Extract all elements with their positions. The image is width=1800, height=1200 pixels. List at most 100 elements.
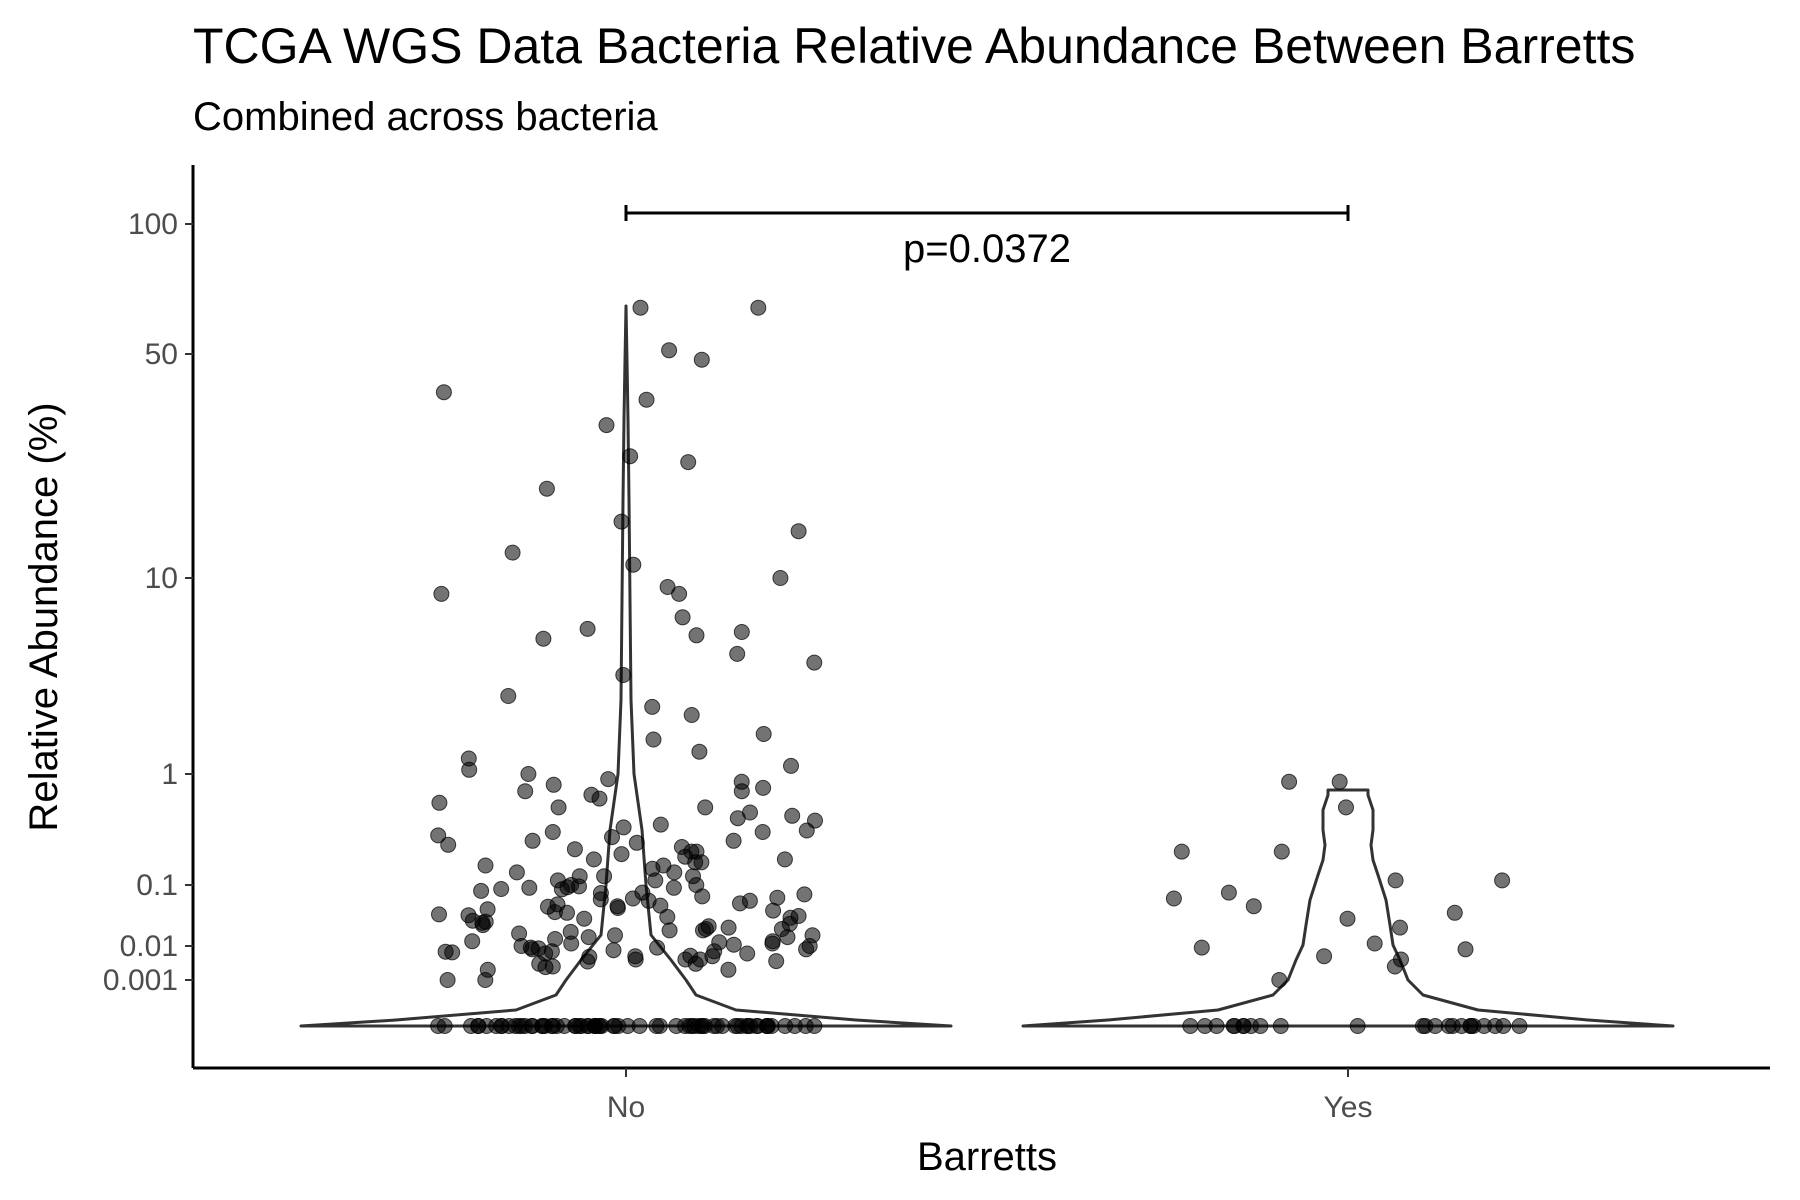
data-point: [430, 827, 447, 844]
data-point: [524, 832, 541, 849]
data-point: [544, 824, 561, 840]
data-point: [1366, 935, 1383, 952]
data-point: [580, 929, 597, 946]
data-point: [521, 879, 538, 896]
data-point: [500, 688, 517, 704]
data-point: [645, 731, 662, 748]
data-point: [661, 922, 678, 939]
data-point: [598, 417, 615, 434]
data-point: [720, 919, 737, 936]
data-point: [632, 299, 649, 316]
data-point: [694, 888, 711, 905]
data-point: [559, 879, 576, 896]
data-point: [733, 783, 750, 800]
y-tick-label: 1: [161, 758, 178, 791]
data-point: [440, 836, 457, 853]
data-point: [720, 961, 737, 978]
data-point: [764, 935, 781, 952]
data-point: [652, 816, 669, 833]
data-point: [711, 934, 728, 951]
data-point: [585, 851, 602, 868]
data-point: [783, 757, 799, 774]
data-point: [644, 698, 661, 715]
data-point: [755, 779, 772, 796]
data-point: [1349, 1018, 1366, 1034]
data-point: [493, 881, 510, 897]
data-point: [693, 854, 710, 871]
data-point: [1193, 939, 1210, 956]
data-point: [520, 766, 537, 782]
data-point: [733, 624, 750, 640]
data-point: [530, 940, 547, 957]
plot-area: [299, 299, 1675, 1034]
data-point: [729, 810, 746, 827]
data-point: [773, 921, 790, 937]
data-point: [798, 941, 815, 958]
data-point: [586, 1018, 603, 1034]
data-point: [1243, 1018, 1259, 1034]
data-point: [755, 726, 772, 742]
data-point: [750, 299, 767, 316]
data-point: [579, 953, 596, 970]
data-point: [566, 841, 583, 858]
data-point: [600, 771, 617, 788]
data-point: [576, 910, 593, 927]
data-point: [460, 907, 477, 924]
data-point: [647, 872, 664, 889]
data-point: [613, 513, 630, 530]
data-point: [622, 448, 639, 465]
data-point: [754, 824, 771, 840]
data-point: [1386, 958, 1403, 975]
data-point: [688, 627, 705, 644]
data-point: [592, 891, 609, 908]
data-point: [665, 879, 682, 896]
data-point: [534, 1018, 551, 1034]
data-point: [563, 935, 580, 952]
data-point: [431, 906, 447, 923]
data-point: [604, 829, 620, 846]
data-point: [768, 953, 785, 970]
x-tick-label: No: [607, 1091, 645, 1124]
data-point: [605, 942, 622, 959]
data-point: [631, 1018, 648, 1034]
chart-subtitle: Combined across bacteria: [193, 95, 658, 139]
data-point: [1462, 1018, 1479, 1034]
significance-bracket: p=0.0372: [624, 205, 1350, 271]
data-point: [804, 927, 821, 944]
data-point: [651, 1018, 668, 1034]
data-point: [796, 886, 813, 903]
data-point: [640, 892, 657, 909]
data-point: [772, 570, 789, 586]
violin-yes: [1021, 788, 1675, 1028]
x-tick-label: Yes: [1324, 1091, 1373, 1124]
data-point: [477, 972, 494, 988]
data-point: [508, 864, 525, 881]
data-point: [1511, 1018, 1528, 1034]
data-point: [1494, 872, 1511, 889]
data-point: [733, 1018, 750, 1034]
data-point: [714, 1018, 731, 1034]
data-point: [681, 1018, 698, 1034]
y-axis-title: Relative Abundance (%): [22, 402, 66, 831]
data-point: [697, 799, 714, 816]
data-point: [627, 951, 644, 968]
data-point: [596, 868, 613, 885]
data-point: [517, 783, 534, 800]
data-point: [776, 851, 793, 868]
data-point: [790, 523, 807, 540]
data-point: [671, 585, 688, 602]
data-point: [661, 342, 678, 359]
data-point: [433, 585, 450, 602]
data-point: [615, 667, 632, 683]
data-point: [725, 936, 742, 953]
data-point: [784, 807, 801, 824]
data-point: [610, 1018, 627, 1034]
data-point: [478, 1018, 495, 1034]
data-point: [1281, 773, 1298, 790]
data-point: [1331, 773, 1348, 790]
y-tick-label: 0.01: [120, 930, 178, 963]
data-point: [609, 900, 626, 916]
data-point: [625, 556, 642, 573]
data-point: [615, 819, 632, 836]
